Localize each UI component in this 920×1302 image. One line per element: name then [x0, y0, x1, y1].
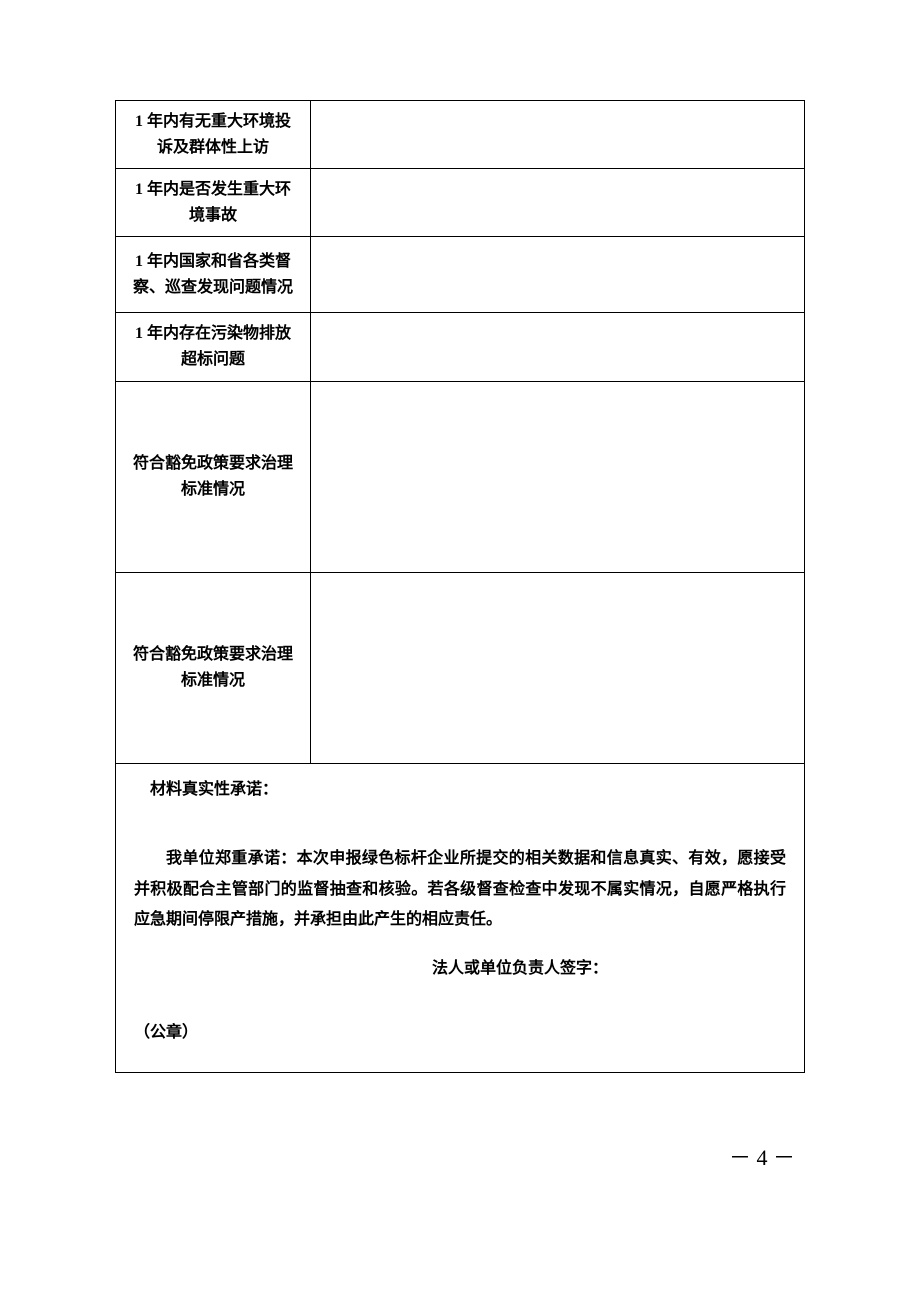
page-number: － 4 －: [729, 1140, 795, 1172]
seal-label: （公章）: [134, 1018, 786, 1042]
row-label: 1 年内国家和省各类督察、巡查发现问题情况: [116, 237, 311, 312]
commitment-section: 材料真实性承诺： 我单位郑重承诺：本次申报绿色标杆企业所提交的相关数据和信息真实…: [116, 764, 804, 1073]
table-row: 符合豁免政策要求治理标准情况: [116, 382, 804, 573]
row-value: [311, 382, 804, 572]
row-value: [311, 101, 804, 168]
row-label: 符合豁免政策要求治理标准情况: [116, 382, 311, 572]
row-value: [311, 169, 804, 236]
row-value: [311, 313, 804, 380]
row-value: [311, 573, 804, 763]
table-row: 符合豁免政策要求治理标准情况: [116, 573, 804, 764]
table-row: 1 年内是否发生重大环境事故: [116, 169, 804, 237]
form-table: 1 年内有无重大环境投诉及群体性上访 1 年内是否发生重大环境事故 1 年内国家…: [115, 100, 805, 1073]
table-row: 1 年内存在污染物排放超标问题: [116, 313, 804, 381]
row-label: 1 年内有无重大环境投诉及群体性上访: [116, 101, 311, 168]
row-value: [311, 237, 804, 312]
commitment-title: 材料真实性承诺：: [134, 776, 786, 805]
signature-label: 法人或单位负责人签字：: [134, 954, 786, 978]
row-label: 1 年内是否发生重大环境事故: [116, 169, 311, 236]
row-label: 1 年内存在污染物排放超标问题: [116, 313, 311, 380]
commitment-body: 我单位郑重承诺：本次申报绿色标杆企业所提交的相关数据和信息真实、有效，愿接受并积…: [134, 844, 786, 935]
row-label: 符合豁免政策要求治理标准情况: [116, 573, 311, 763]
table-row: 1 年内有无重大环境投诉及群体性上访: [116, 101, 804, 169]
table-row: 1 年内国家和省各类督察、巡查发现问题情况: [116, 237, 804, 313]
